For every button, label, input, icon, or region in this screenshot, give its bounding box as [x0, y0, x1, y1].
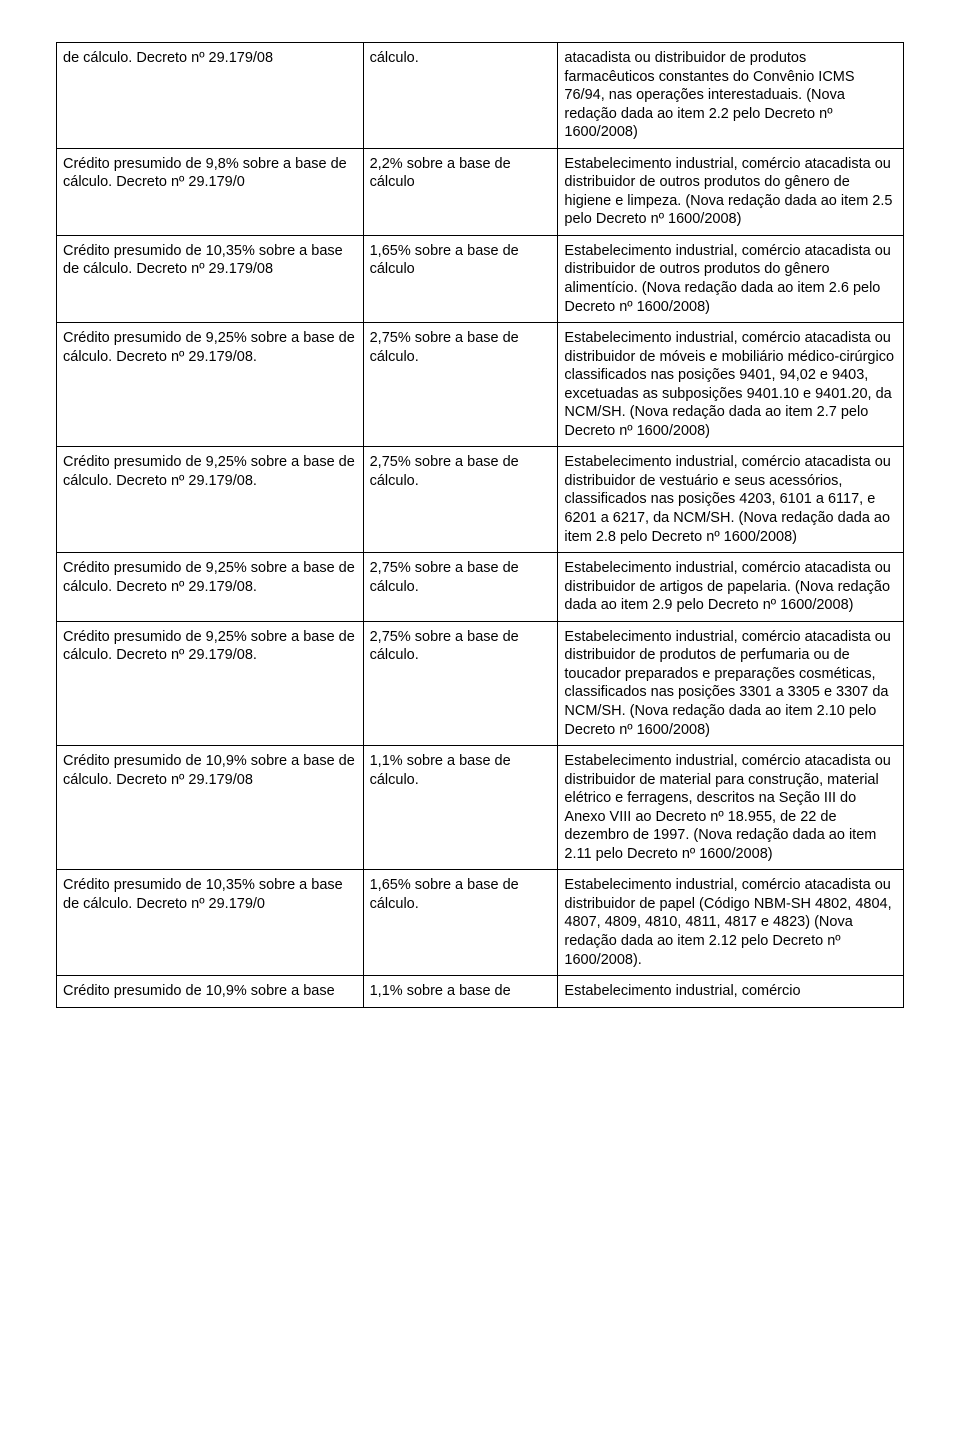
table-row: Crédito presumido de 9,25% sobre a base … [57, 553, 904, 622]
cell-col3: Estabelecimento industrial, comércio [558, 976, 904, 1008]
cell-col2: 2,75% sobre a base de cálculo. [363, 323, 558, 447]
cell-col3: atacadista ou distribuidor de produtos f… [558, 43, 904, 149]
cell-col2: 2,2% sobre a base de cálculo [363, 148, 558, 235]
cell-col1: Crédito presumido de 10,35% sobre a base… [57, 235, 364, 322]
cell-col1: Crédito presumido de 9,25% sobre a base … [57, 447, 364, 553]
cell-col2: 1,1% sobre a base de [363, 976, 558, 1008]
cell-col3: Estabelecimento industrial, comércio ata… [558, 323, 904, 447]
table-row: de cálculo. Decreto nº 29.179/08 cálculo… [57, 43, 904, 149]
cell-col2: 2,75% sobre a base de cálculo. [363, 621, 558, 745]
cell-col3: Estabelecimento industrial, comércio ata… [558, 870, 904, 976]
cell-col1: Crédito presumido de 10,9% sobre a base … [57, 746, 364, 870]
table-row: Crédito presumido de 9,25% sobre a base … [57, 323, 904, 447]
cell-col2: 2,75% sobre a base de cálculo. [363, 447, 558, 553]
cell-col1: Crédito presumido de 9,25% sobre a base … [57, 621, 364, 745]
table-row: Crédito presumido de 9,25% sobre a base … [57, 447, 904, 553]
cell-col2: 1,1% sobre a base de cálculo. [363, 746, 558, 870]
cell-col3: Estabelecimento industrial, comércio ata… [558, 235, 904, 322]
cell-col3: Estabelecimento industrial, comércio ata… [558, 447, 904, 553]
cell-col2: 1,65% sobre a base de cálculo [363, 235, 558, 322]
cell-col2: cálculo. [363, 43, 558, 149]
cell-col2: 2,75% sobre a base de cálculo. [363, 553, 558, 622]
cell-col3: Estabelecimento industrial, comércio ata… [558, 148, 904, 235]
cell-col1: Crédito presumido de 10,35% sobre a base… [57, 870, 364, 976]
cell-col3: Estabelecimento industrial, comércio ata… [558, 553, 904, 622]
cell-col1: de cálculo. Decreto nº 29.179/08 [57, 43, 364, 149]
cell-col3: Estabelecimento industrial, comércio ata… [558, 746, 904, 870]
table-body: de cálculo. Decreto nº 29.179/08 cálculo… [57, 43, 904, 1008]
table-row: Crédito presumido de 10,35% sobre a base… [57, 870, 904, 976]
table-row: Crédito presumido de 9,25% sobre a base … [57, 621, 904, 745]
table-row: Crédito presumido de 10,9% sobre a base … [57, 976, 904, 1008]
table-row: Crédito presumido de 10,9% sobre a base … [57, 746, 904, 870]
cell-col1: Crédito presumido de 9,8% sobre a base d… [57, 148, 364, 235]
cell-col2: 1,65% sobre a base de cálculo. [363, 870, 558, 976]
table-row: Crédito presumido de 9,8% sobre a base d… [57, 148, 904, 235]
cell-col1: Crédito presumido de 10,9% sobre a base [57, 976, 364, 1008]
cell-col1: Crédito presumido de 9,25% sobre a base … [57, 553, 364, 622]
cell-col3: Estabelecimento industrial, comércio ata… [558, 621, 904, 745]
table-row: Crédito presumido de 10,35% sobre a base… [57, 235, 904, 322]
data-table: de cálculo. Decreto nº 29.179/08 cálculo… [56, 42, 904, 1008]
cell-col1: Crédito presumido de 9,25% sobre a base … [57, 323, 364, 447]
